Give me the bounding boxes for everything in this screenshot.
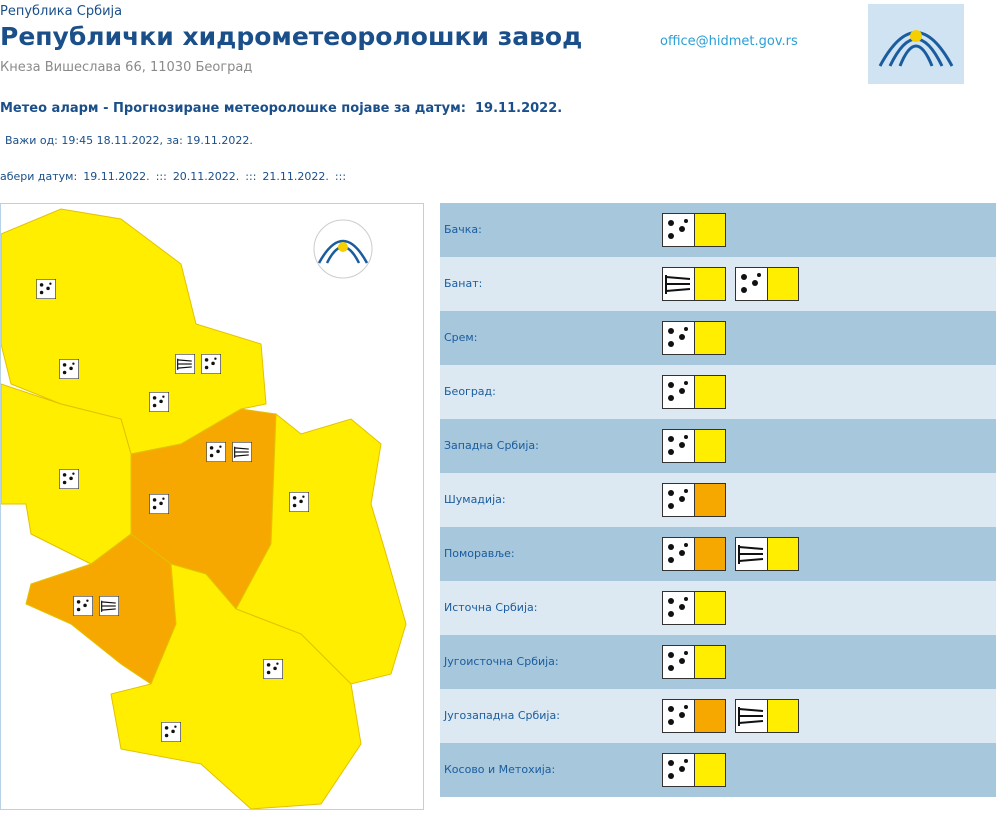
- region-row: Бачка:: [440, 203, 996, 257]
- warning: [662, 267, 726, 301]
- region-row: Западна Србија:: [440, 419, 996, 473]
- warning: [735, 537, 799, 571]
- warning: [662, 375, 726, 409]
- map-icon: [149, 494, 169, 514]
- separator: :::: [245, 170, 257, 183]
- map-icon: [59, 469, 79, 489]
- heading-date: 19.11.2022.: [475, 101, 563, 116]
- map-icon-svg: [201, 354, 221, 374]
- warning: [662, 591, 726, 625]
- site-title: Републички хидрометеоролошки завод: [0, 22, 583, 51]
- region-name: Срем:: [444, 331, 478, 344]
- map-icon: [289, 492, 309, 512]
- date-link[interactable]: 21.11.2022.: [262, 170, 329, 183]
- map-icon-svg: [36, 279, 56, 299]
- region-name: Шумадија:: [444, 493, 506, 506]
- alarm-heading: Метео аларм - Прогнозиране метеоролошке …: [0, 101, 562, 116]
- region-row: Срем:: [440, 311, 996, 365]
- map-icon-svg: [73, 596, 93, 616]
- warning-icon: [662, 645, 726, 679]
- map-icon: [99, 596, 119, 616]
- region-row: Источна Србија:: [440, 581, 996, 635]
- region-row: Поморавље:: [440, 527, 996, 581]
- map-icon-svg: [232, 442, 252, 462]
- region-name: Источна Србија:: [444, 601, 538, 614]
- map-icon: [263, 659, 283, 679]
- warning-icon: [735, 537, 799, 571]
- warning-icon: [662, 213, 726, 247]
- warning-icon: [735, 267, 799, 301]
- region-name: Косово и Метохија:: [444, 763, 556, 776]
- map-icon-svg: [206, 442, 226, 462]
- email-link[interactable]: office@hidmet.gov.rs: [660, 34, 798, 49]
- region-name: Југозападна Србија:: [444, 709, 560, 722]
- warning: [735, 267, 799, 301]
- warning-icon: [662, 591, 726, 625]
- logo: [868, 4, 964, 84]
- region-name: Банат:: [444, 277, 483, 290]
- map-icon-svg: [99, 596, 119, 616]
- map-icon: [59, 359, 79, 379]
- region-name: Западна Србија:: [444, 439, 539, 452]
- warning: [735, 699, 799, 733]
- warning-icon: [662, 429, 726, 463]
- date-picker: абери датум: 19.11.2022.::: 20.11.2022.:::…: [0, 170, 352, 183]
- warning-icon: [662, 267, 726, 301]
- choose-label: абери датум:: [0, 170, 78, 183]
- map-icon: [175, 354, 195, 374]
- warning: [662, 645, 726, 679]
- region-row: Шумадија:: [440, 473, 996, 527]
- warning-icon: [662, 537, 726, 571]
- region-row: Косово и Метохија:: [440, 743, 996, 797]
- region-name: Југоисточна Србија:: [444, 655, 559, 668]
- map-icon-svg: [175, 354, 195, 374]
- separator: :::: [155, 170, 167, 183]
- map-icon-svg: [161, 722, 181, 742]
- map-icon-svg: [263, 659, 283, 679]
- warning-icon: [662, 375, 726, 409]
- warning: [662, 699, 726, 733]
- heading-text: Метео аларм - Прогнозиране метеоролошке …: [0, 101, 466, 116]
- region-row: Југоисточна Србија:: [440, 635, 996, 689]
- warning-icon: [662, 321, 726, 355]
- region-name: Београд:: [444, 385, 496, 398]
- map-icon-svg: [59, 359, 79, 379]
- warning: [662, 321, 726, 355]
- regions-table: Бачка: Банат: Срем: Београд: Западна Србија:…: [440, 203, 996, 797]
- map-icon: [73, 596, 93, 616]
- date-link[interactable]: 19.11.2022.: [83, 170, 150, 183]
- map-icon: [206, 442, 226, 462]
- warning: [662, 483, 726, 517]
- date-link[interactable]: 20.11.2022.: [172, 170, 240, 183]
- separator: :::: [334, 170, 347, 183]
- map: [0, 203, 424, 810]
- map-icon-svg: [149, 494, 169, 514]
- warning-icon: [662, 753, 726, 787]
- warning: [662, 537, 726, 571]
- address: Кнеза Вишеслава 66, 11030 Београд: [0, 60, 253, 75]
- map-icon: [161, 722, 181, 742]
- map-icon: [36, 279, 56, 299]
- map-icon-svg: [289, 492, 309, 512]
- country: Република Србија: [0, 4, 123, 19]
- map-icon: [149, 392, 169, 412]
- map-icon: [232, 442, 252, 462]
- region-name: Поморавље:: [444, 547, 515, 560]
- warning-icon: [735, 699, 799, 733]
- warning: [662, 213, 726, 247]
- map-icon-svg: [59, 469, 79, 489]
- warning: [662, 429, 726, 463]
- map-svg: [0, 208, 407, 810]
- map-icon: [201, 354, 221, 374]
- region-row: Београд:: [440, 365, 996, 419]
- warning-icon: [662, 699, 726, 733]
- map-icon-svg: [149, 392, 169, 412]
- warning: [662, 753, 726, 787]
- valid-text: Важи од: 19:45 18.11.2022, за: 19.11.202…: [5, 134, 253, 147]
- warning-icon: [662, 483, 726, 517]
- region-name: Бачка:: [444, 223, 482, 236]
- region-row: Банат:: [440, 257, 996, 311]
- region-row: Југозападна Србија:: [440, 689, 996, 743]
